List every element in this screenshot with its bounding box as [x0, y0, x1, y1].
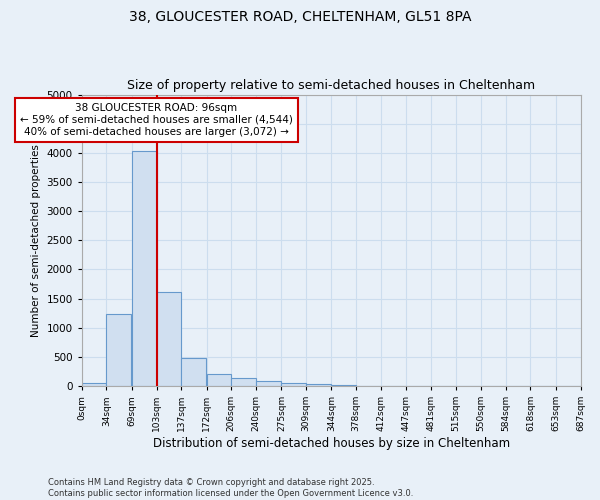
Text: 38 GLOUCESTER ROAD: 96sqm
← 59% of semi-detached houses are smaller (4,544)
40% : 38 GLOUCESTER ROAD: 96sqm ← 59% of semi-…	[20, 104, 293, 136]
Bar	[256, 382, 281, 386]
Text: Contains HM Land Registry data © Crown copyright and database right 2025.
Contai: Contains HM Land Registry data © Crown c…	[48, 478, 413, 498]
Y-axis label: Number of semi-detached properties: Number of semi-detached properties	[31, 144, 41, 336]
Bar	[82, 383, 106, 386]
Bar	[206, 374, 231, 386]
Bar	[231, 378, 256, 386]
Bar	[132, 150, 157, 386]
X-axis label: Distribution of semi-detached houses by size in Cheltenham: Distribution of semi-detached houses by …	[152, 437, 509, 450]
Bar	[281, 383, 306, 386]
Title: Size of property relative to semi-detached houses in Cheltenham: Size of property relative to semi-detach…	[127, 79, 535, 92]
Bar	[157, 292, 181, 386]
Text: 38, GLOUCESTER ROAD, CHELTENHAM, GL51 8PA: 38, GLOUCESTER ROAD, CHELTENHAM, GL51 8P…	[129, 10, 471, 24]
Bar	[181, 358, 206, 386]
Bar	[106, 314, 131, 386]
Bar	[306, 384, 331, 386]
